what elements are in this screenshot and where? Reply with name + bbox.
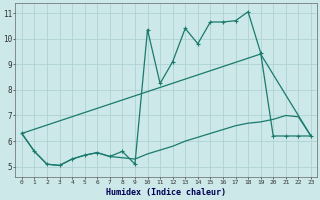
X-axis label: Humidex (Indice chaleur): Humidex (Indice chaleur) (106, 188, 226, 197)
